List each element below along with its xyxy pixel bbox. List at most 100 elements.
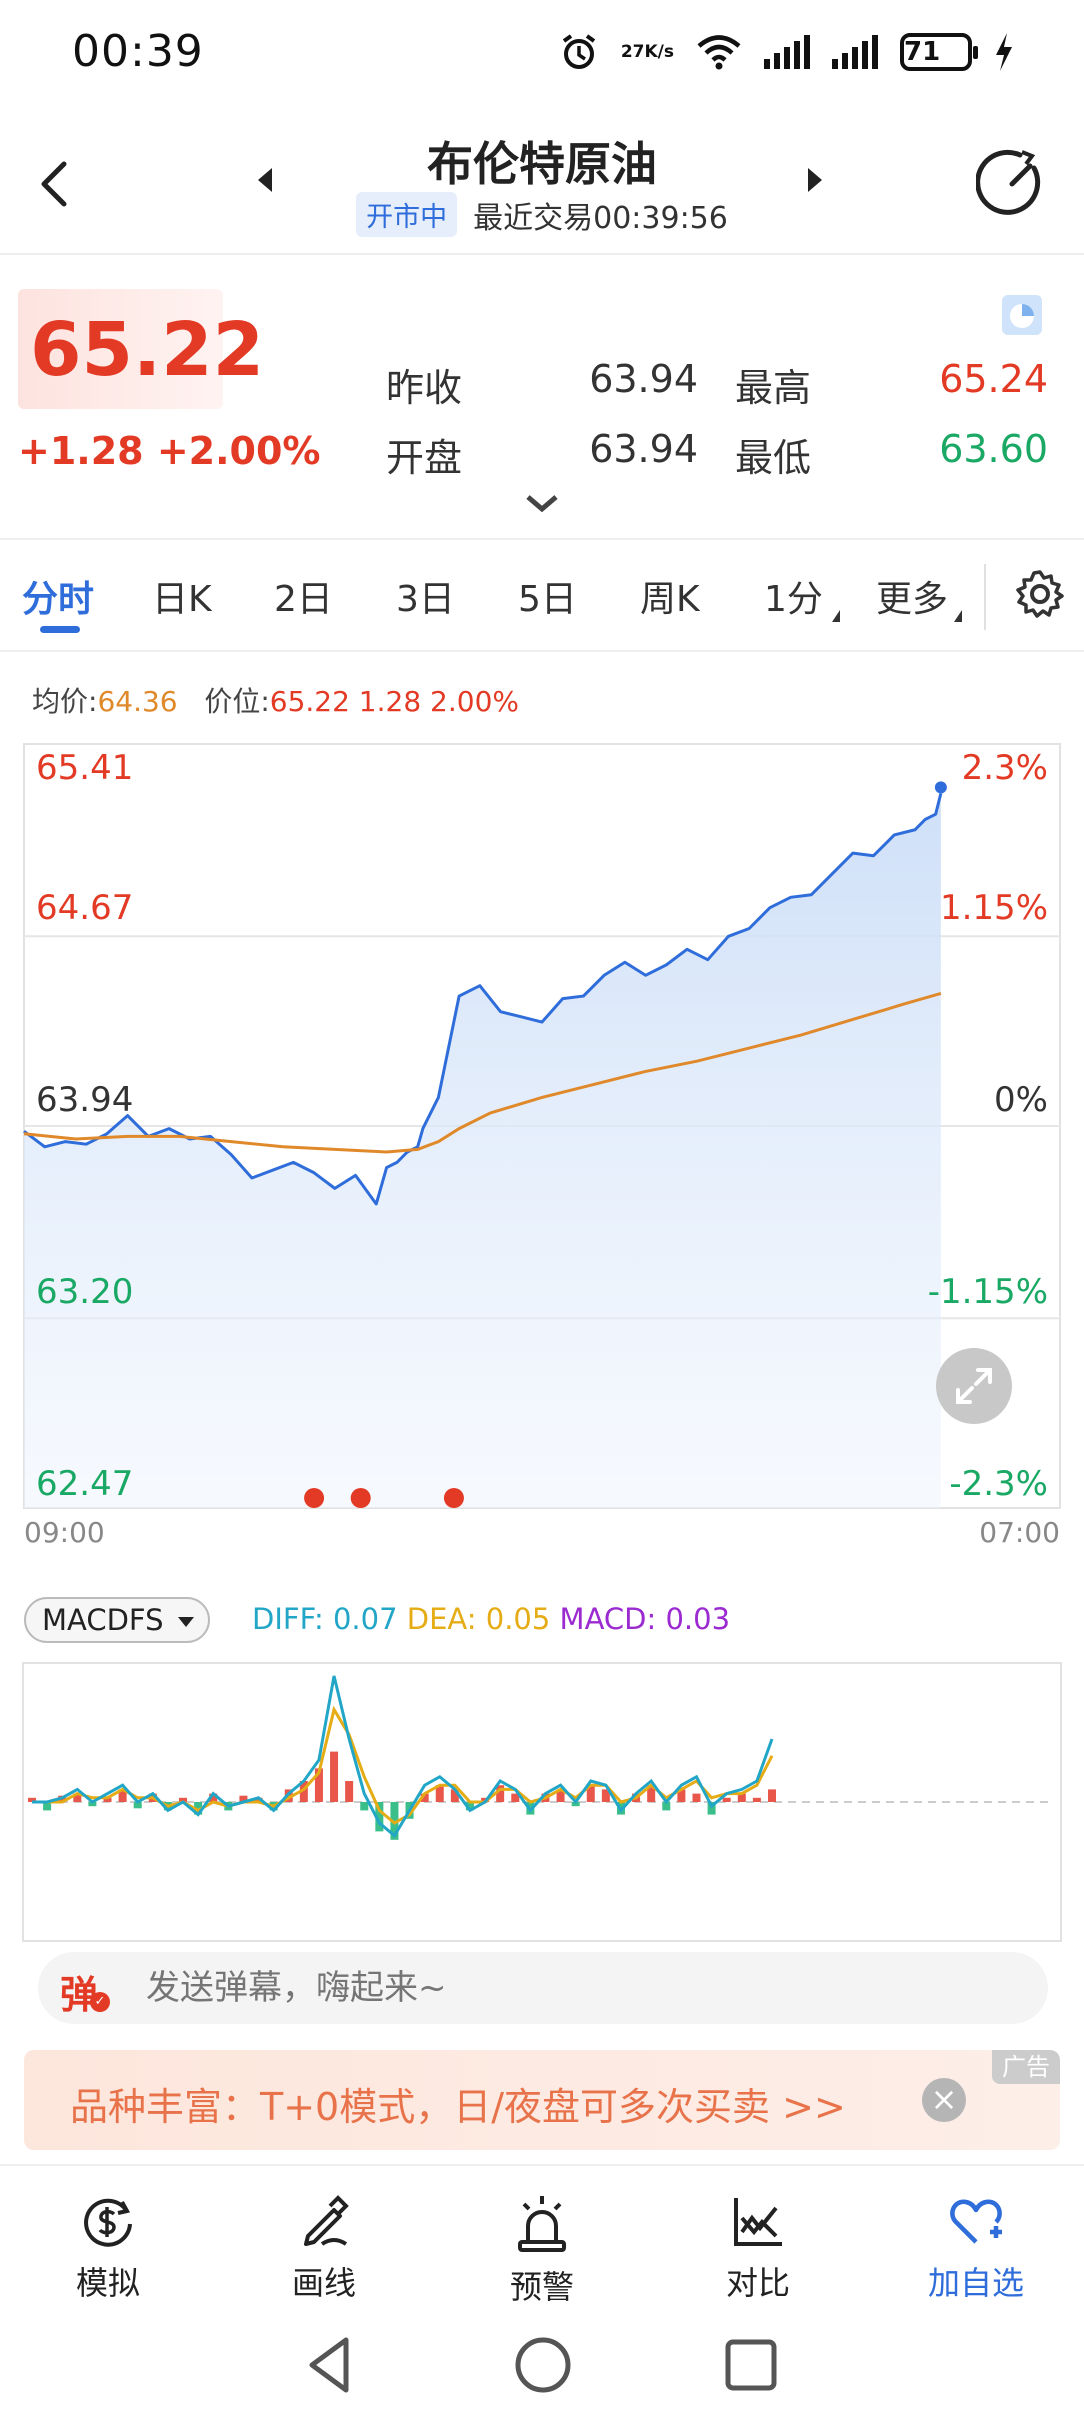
battery-icon: 71 — [900, 33, 978, 71]
macd-histogram-bar — [601, 1789, 610, 1802]
tab-3-day[interactable]: 3日 — [396, 579, 455, 620]
macd-chart[interactable] — [22, 1662, 1062, 1942]
signal-icon — [832, 35, 878, 69]
tab-2-day[interactable]: 2日 — [274, 579, 333, 620]
macd-histogram-bar — [647, 1785, 656, 1802]
indicator-select[interactable]: MACDFS — [24, 1597, 210, 1643]
y-left-label: 63.94 — [36, 1080, 134, 1120]
open-label: 开盘 — [386, 436, 463, 480]
status-icons: 27 K/s 71 — [559, 32, 1014, 72]
high-label: 最高 — [735, 366, 812, 410]
tab-daily-k[interactable]: 日K — [152, 579, 212, 620]
nav-back-button[interactable] — [298, 2332, 364, 2398]
fullscreen-button[interactable] — [936, 1348, 1012, 1424]
intraday-chart[interactable]: 65.41 64.67 63.94 63.20 62.47 2.3% 1.15%… — [0, 738, 1084, 1549]
simulate-button[interactable]: 模拟 — [28, 2192, 188, 2304]
pie-chart-icon[interactable] — [1002, 295, 1042, 335]
ad-close-button[interactable]: × — [922, 2078, 966, 2122]
macd-histogram-bar — [299, 1781, 308, 1802]
event-marker[interactable] — [350, 1488, 371, 1508]
ad-text[interactable]: 品种丰富：T+0模式，日/夜盘可多次买卖 >> — [70, 2085, 846, 2129]
alert-button[interactable]: 预警 — [462, 2192, 622, 2308]
macd-histogram-bar — [722, 1797, 731, 1802]
macd-histogram-bar — [768, 1789, 776, 1802]
add-favorite-icon — [950, 2199, 1002, 2244]
draw-line-button[interactable]: 画线 — [244, 2192, 404, 2304]
nav-back-icon — [309, 2337, 349, 2393]
event-marker[interactable] — [304, 1488, 325, 1508]
y-left-label: 65.41 — [36, 748, 134, 788]
bottom-toolbar: 模拟 画线 预警 对比 加自选 — [0, 2164, 1084, 2314]
gear-icon — [1016, 570, 1064, 618]
dea-line — [32, 1705, 774, 1825]
average-line — [23, 992, 942, 1154]
diff-value: DIFF: 0.07 — [252, 1602, 398, 1636]
nav-home-button[interactable] — [510, 2332, 576, 2398]
macd-histogram-bar — [556, 1789, 565, 1802]
y-left-label: 64.67 — [36, 888, 134, 928]
wifi-icon — [696, 33, 742, 71]
macd-histogram-bar — [239, 1795, 248, 1802]
macd-histogram-bar — [209, 1793, 218, 1802]
macd-histogram-bar — [677, 1789, 686, 1802]
macd-histogram-bar — [360, 1802, 369, 1811]
ad-banner[interactable]: 品种丰富：T+0模式，日/夜盘可多次买卖 >> × 广告 — [24, 2050, 1060, 2150]
compare-icon — [734, 2198, 782, 2246]
refresh-button[interactable] — [975, 146, 1048, 218]
nav-recents-button[interactable] — [718, 2332, 784, 2398]
event-marker[interactable] — [443, 1488, 464, 1508]
macd-frame — [22, 1662, 1062, 1942]
next-instrument-button[interactable] — [800, 160, 830, 200]
back-button[interactable] — [28, 146, 88, 216]
period-tabs: 分时 日K 2日 3日 5日 周K 1分 更多 — [0, 542, 1084, 652]
system-nav-bar — [0, 2320, 1084, 2412]
y-right-label: 0% — [994, 1080, 1048, 1120]
y-right-label: -1.15% — [927, 1272, 1048, 1312]
add-favorite-button[interactable]: 加自选 — [896, 2192, 1056, 2304]
quote-panel: 65.22 +1.28 +2.00% 昨收 63.94 最高 65.24 开盘 … — [0, 257, 1084, 540]
macd-histogram-bar — [28, 1797, 36, 1802]
macd-values: DIFF: 0.07 DEA: 0.05 MACD: 0.03 — [252, 1602, 730, 1636]
chart-settings-button[interactable] — [1014, 568, 1066, 620]
nav-home-icon — [515, 2337, 571, 2393]
prev-instrument-button[interactable] — [250, 160, 280, 200]
intraday-chart-svg — [23, 743, 1061, 1509]
tab-weekly-k[interactable]: 周K — [640, 579, 700, 620]
tab-5-day[interactable]: 5日 — [518, 579, 577, 620]
last-price-dot — [934, 781, 947, 794]
price-label: 价位: — [204, 685, 270, 718]
dropdown-corner-icon — [954, 610, 962, 622]
status-bar: 00:39 27 K/s 71 — [0, 0, 1084, 110]
chart-info-line: 均价:64.36 价位:65.22 1.28 2.00% — [32, 680, 519, 720]
open-value: 63.94 — [589, 427, 698, 471]
nav-recents-icon — [725, 2339, 777, 2391]
signal-icon — [764, 35, 810, 69]
price-highlight — [18, 289, 223, 409]
compare-button[interactable]: 对比 — [678, 2192, 838, 2304]
alert-icon — [518, 2196, 566, 2252]
low-label: 最低 — [735, 436, 812, 480]
danmaku-icon[interactable]: 弹 — [60, 1973, 99, 2017]
status-time: 00:39 — [72, 26, 204, 77]
charging-icon — [994, 33, 1014, 71]
high-value: 65.24 — [939, 357, 1048, 401]
macd-histogram-bar — [707, 1802, 716, 1815]
prev-close-value: 63.94 — [589, 357, 698, 401]
macd-histogram-bar — [737, 1793, 746, 1802]
tab-1-minute[interactable]: 1分 — [764, 579, 823, 620]
tab-more[interactable]: 更多 — [876, 579, 949, 620]
indicator-select-value: MACDFS — [42, 1603, 164, 1637]
macd-histogram-bar — [179, 1797, 188, 1802]
expand-quote-button[interactable] — [522, 489, 562, 519]
last-trade-time: 最近交易00:39:56 — [473, 200, 728, 236]
macd-value: MACD: 0.03 — [559, 1602, 731, 1636]
market-status-badge: 开市中 — [356, 192, 458, 237]
danmaku-input[interactable] — [146, 1968, 1006, 2008]
caret-down-icon — [178, 1617, 194, 1627]
dea-value: DEA: 0.05 — [406, 1602, 551, 1636]
page-title: 布伦特原油 — [427, 137, 657, 191]
tab-intraday[interactable]: 分时 — [22, 579, 95, 620]
macd-histogram-bar — [450, 1789, 459, 1802]
macd-histogram-bar — [73, 1793, 82, 1802]
last-price: 65.22 — [30, 307, 265, 393]
